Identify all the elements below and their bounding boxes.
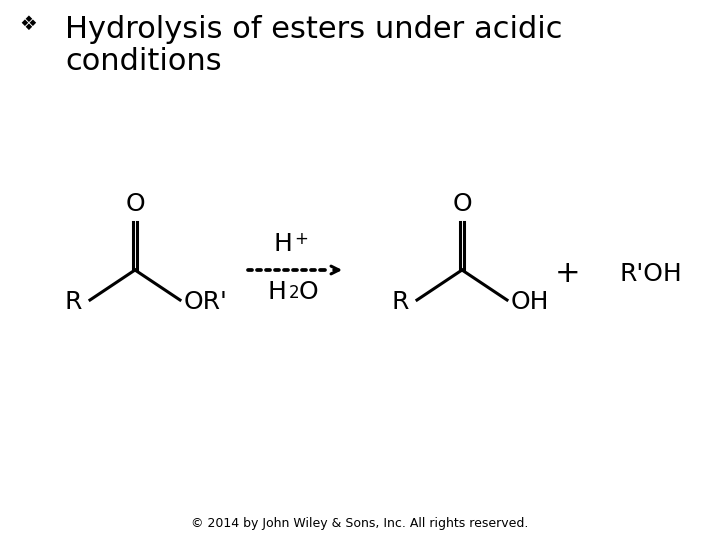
Text: O: O bbox=[452, 192, 472, 216]
Text: O: O bbox=[125, 192, 145, 216]
Text: O: O bbox=[299, 280, 318, 304]
Text: Hydrolysis of esters under acidic: Hydrolysis of esters under acidic bbox=[65, 15, 562, 44]
Text: 2: 2 bbox=[289, 284, 299, 302]
Text: ❖: ❖ bbox=[19, 15, 37, 34]
Text: OH: OH bbox=[511, 290, 549, 314]
Text: R: R bbox=[392, 290, 409, 314]
Text: +: + bbox=[294, 230, 308, 248]
Text: H: H bbox=[274, 232, 292, 256]
Text: R'OH: R'OH bbox=[620, 262, 683, 286]
Text: © 2014 by John Wiley & Sons, Inc. All rights reserved.: © 2014 by John Wiley & Sons, Inc. All ri… bbox=[192, 517, 528, 530]
Text: conditions: conditions bbox=[65, 47, 222, 76]
Text: +: + bbox=[555, 260, 581, 288]
Text: H: H bbox=[268, 280, 287, 304]
Text: R: R bbox=[65, 290, 82, 314]
Text: OR': OR' bbox=[184, 290, 228, 314]
